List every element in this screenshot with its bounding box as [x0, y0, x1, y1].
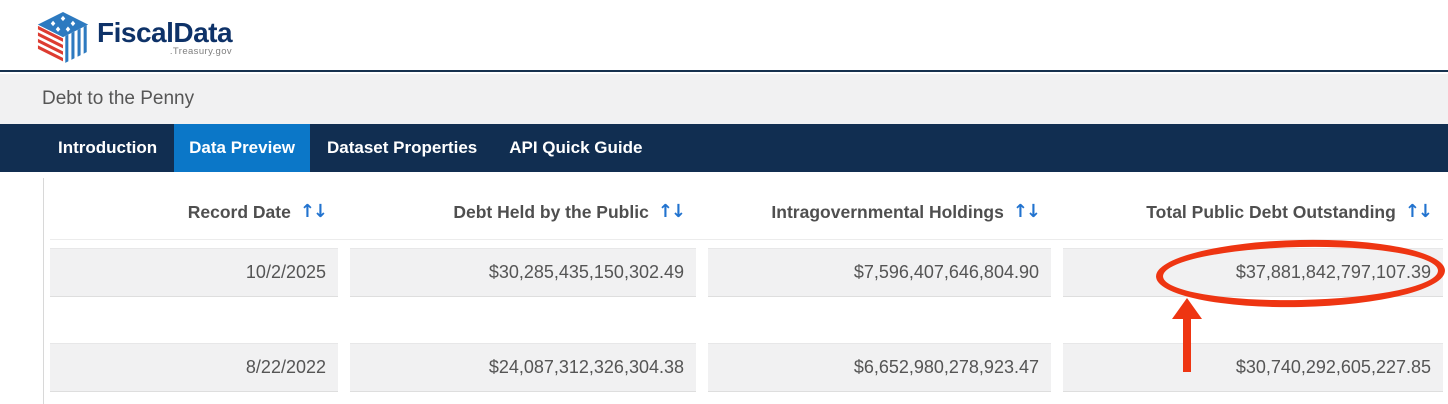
highlight-arrow-shaft	[1183, 314, 1191, 372]
cell-intragovernmental-holdings: $6,652,980,278,923.47	[708, 343, 1051, 392]
cell-debt-held-by-public: $24,087,312,326,304.38	[350, 343, 696, 392]
tab-data-preview[interactable]: Data Preview	[174, 124, 310, 172]
breadcrumb: Debt to the Penny	[42, 88, 195, 109]
column-header-debt-held-by-public[interactable]: Debt Held by the Public ↑↓	[350, 185, 696, 239]
breadcrumb-bar: Debt to the Penny	[0, 74, 1448, 124]
cell-total-public-debt: $30,740,292,605,227.85	[1063, 343, 1443, 392]
column-header-intragovernmental-holdings[interactable]: Intragovernmental Holdings ↑↓	[708, 185, 1051, 239]
column-header-label: Total Public Debt Outstanding	[1146, 201, 1396, 222]
cell-record-date: 8/22/2022	[50, 343, 338, 392]
logo-subtitle: .Treasury.gov	[169, 46, 233, 57]
table-row: 8/22/2022 $24,087,312,326,304.38 $6,652,…	[50, 343, 1443, 392]
sort-up-down-icon[interactable]: ↑↓	[657, 200, 686, 222]
cell-record-date: 10/2/2025	[50, 248, 338, 297]
column-header-total-public-debt[interactable]: Total Public Debt Outstanding ↑↓	[1063, 185, 1443, 239]
column-header-record-date[interactable]: Record Date ↑↓	[50, 185, 338, 239]
tab-introduction[interactable]: Introduction	[58, 138, 158, 157]
table-row: 10/2/2025 $30,285,435,150,302.49 $7,596,…	[50, 248, 1443, 297]
sort-up-down-icon[interactable]: ↑↓	[1012, 200, 1041, 222]
logo-text: FiscalData .Treasury.gov	[97, 11, 233, 58]
column-header-label: Record Date	[187, 201, 291, 222]
highlight-arrow-icon	[1172, 298, 1202, 319]
data-preview-table: Record Date ↑↓ Debt Held by the Public ↑…	[0, 172, 1448, 404]
logo-title: FiscalData	[97, 17, 233, 48]
treasury-cube-flag-icon	[37, 12, 89, 65]
fiscaldata-logo[interactable]: FiscalData .Treasury.gov	[37, 11, 233, 65]
column-header-label: Debt Held by the Public	[453, 201, 649, 222]
dataset-tab-bar: Introduction Data Preview Dataset Proper…	[0, 124, 1448, 172]
sort-up-down-icon[interactable]: ↑↓	[299, 200, 328, 222]
table-header-row: Record Date ↑↓ Debt Held by the Public ↑…	[50, 185, 1443, 240]
column-header-label: Intragovernmental Holdings	[771, 201, 1004, 222]
tab-api-quick-guide[interactable]: API Quick Guide	[509, 138, 643, 157]
cell-intragovernmental-holdings: $7,596,407,646,804.90	[708, 248, 1051, 297]
table-left-border	[43, 178, 44, 404]
site-header: FiscalData .Treasury.gov	[0, 0, 1448, 72]
tab-dataset-properties[interactable]: Dataset Properties	[327, 138, 478, 157]
cell-debt-held-by-public: $30,285,435,150,302.49	[350, 248, 696, 297]
cell-total-public-debt: $37,881,842,797,107.39	[1063, 248, 1443, 297]
sort-up-down-icon[interactable]: ↑↓	[1404, 200, 1433, 222]
